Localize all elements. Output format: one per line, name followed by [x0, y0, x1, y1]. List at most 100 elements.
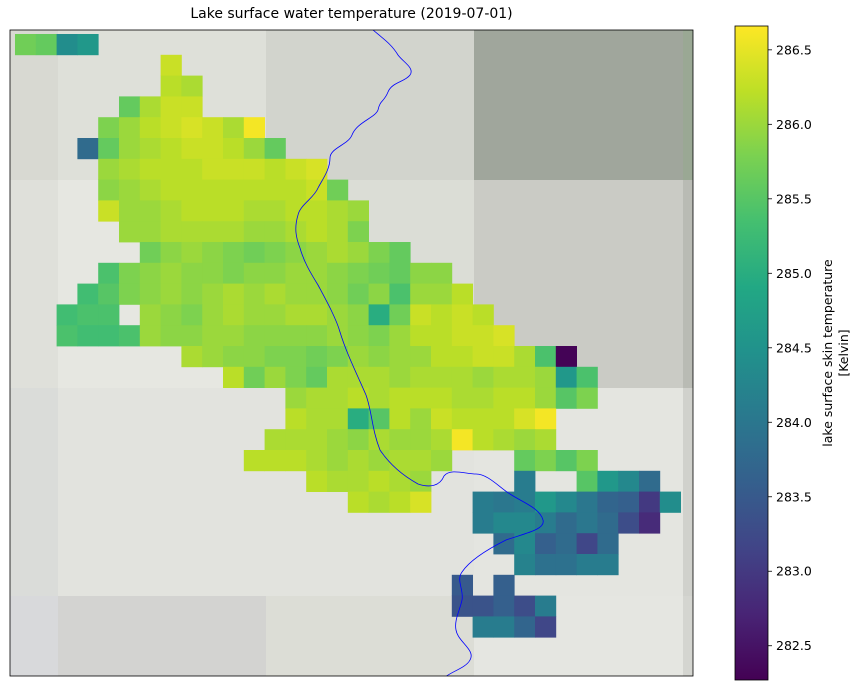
heatmap-cell — [514, 616, 536, 638]
colorbar-ticks: 282.5 283.0 283.5 284.0 284.5 285.0 285.5 286.0… — [768, 42, 812, 653]
heatmap-cell — [514, 387, 536, 409]
basemap-tile — [683, 388, 693, 596]
heatmap-cell — [431, 408, 453, 430]
heatmap-cell — [202, 262, 224, 284]
heatmap-cell — [264, 304, 286, 326]
heatmap-cell — [472, 491, 494, 513]
colorbar-tick-label: 283.5 — [776, 489, 812, 504]
heatmap-cell — [431, 429, 453, 451]
heatmap-cell — [618, 491, 640, 513]
heatmap-cell — [181, 346, 203, 368]
heatmap-cell — [389, 387, 411, 409]
heatmap-cell — [410, 450, 432, 472]
heatmap-cell — [389, 325, 411, 347]
heatmap-cell — [327, 450, 349, 472]
heatmap-cell — [327, 179, 349, 201]
heatmap-cell — [514, 512, 536, 534]
colorbar-tick-label: 286.0 — [776, 117, 812, 132]
heatmap-cell — [119, 283, 141, 305]
heatmap-cell — [243, 450, 265, 472]
heatmap-cell — [451, 429, 473, 451]
heatmap-cell — [139, 262, 161, 284]
heatmap-cell — [535, 408, 557, 430]
heatmap-cell — [285, 366, 307, 388]
heatmap-cell — [535, 491, 557, 513]
heatmap-cell — [243, 325, 265, 347]
heatmap-cell — [493, 616, 515, 638]
heatmap-cell — [451, 283, 473, 305]
heatmap-cell — [202, 283, 224, 305]
heatmap-cell — [139, 221, 161, 243]
heatmap-cell — [139, 200, 161, 222]
heatmap-cell — [472, 387, 494, 409]
heatmap-cell — [223, 304, 245, 326]
heatmap-cell — [243, 242, 265, 264]
heatmap-cell — [202, 304, 224, 326]
heatmap-cell — [368, 429, 390, 451]
heatmap-cell — [160, 179, 182, 201]
heatmap-cell — [514, 470, 536, 492]
heatmap-cell — [306, 470, 328, 492]
heatmap-cell — [160, 304, 182, 326]
heatmap-cell — [202, 221, 224, 243]
heatmap-cell — [555, 554, 577, 576]
heatmap-cell — [202, 158, 224, 180]
heatmap-cell — [597, 554, 619, 576]
heatmap-cell — [368, 491, 390, 513]
heatmap-cell — [285, 158, 307, 180]
heatmap-cell — [264, 325, 286, 347]
heatmap-cell — [98, 179, 120, 201]
heatmap-cell — [659, 491, 681, 513]
heatmap-cell — [181, 138, 203, 160]
heatmap-cell — [639, 491, 661, 513]
heatmap-cell — [493, 408, 515, 430]
heatmap-cell — [389, 408, 411, 430]
basemap-tile — [474, 30, 683, 180]
heatmap-cell — [119, 117, 141, 139]
colorbar-gradient — [735, 26, 768, 680]
heatmap-cell — [264, 242, 286, 264]
heatmap-cell — [514, 595, 536, 617]
heatmap-cell — [368, 283, 390, 305]
heatmap-cell — [327, 283, 349, 305]
heatmap-cell — [223, 242, 245, 264]
heatmap-cell — [327, 200, 349, 222]
heatmap-cell — [77, 325, 99, 347]
boundary-line — [295, 30, 544, 676]
heatmap-cell — [347, 450, 369, 472]
heatmap-cell — [285, 304, 307, 326]
heatmap-cell — [327, 387, 349, 409]
heatmap-cell — [243, 366, 265, 388]
heatmap-cell — [535, 346, 557, 368]
heatmap-cell — [639, 512, 661, 534]
heatmap-cell — [160, 138, 182, 160]
heatmap-cell — [306, 450, 328, 472]
colorbar-tick-label: 282.5 — [776, 638, 812, 653]
heatmap-cell — [410, 408, 432, 430]
heatmap-cell — [389, 450, 411, 472]
heatmap-cell — [306, 429, 328, 451]
heatmap-cell — [327, 242, 349, 264]
heatmap-cell — [472, 616, 494, 638]
heatmap-cell — [223, 262, 245, 284]
heatmap-cell — [410, 304, 432, 326]
heatmap-cell — [202, 242, 224, 264]
heatmap-cell — [243, 179, 265, 201]
heatmap-cell — [410, 283, 432, 305]
heatmap-cell — [431, 283, 453, 305]
heatmap-cell — [223, 221, 245, 243]
heatmap-cell — [410, 346, 432, 368]
heatmap-cell — [77, 304, 99, 326]
heatmap-cell — [347, 470, 369, 492]
heatmap-cell — [514, 366, 536, 388]
heatmap-cell — [451, 408, 473, 430]
heatmap-cell — [139, 96, 161, 118]
heatmap-cell — [264, 200, 286, 222]
heatmap-cell — [327, 221, 349, 243]
heatmap-cell — [327, 366, 349, 388]
heatmap-cell — [223, 366, 245, 388]
heatmap-cell — [514, 408, 536, 430]
heatmap-cell — [243, 283, 265, 305]
heatmap-cell — [181, 96, 203, 118]
heatmap-cell — [576, 387, 598, 409]
